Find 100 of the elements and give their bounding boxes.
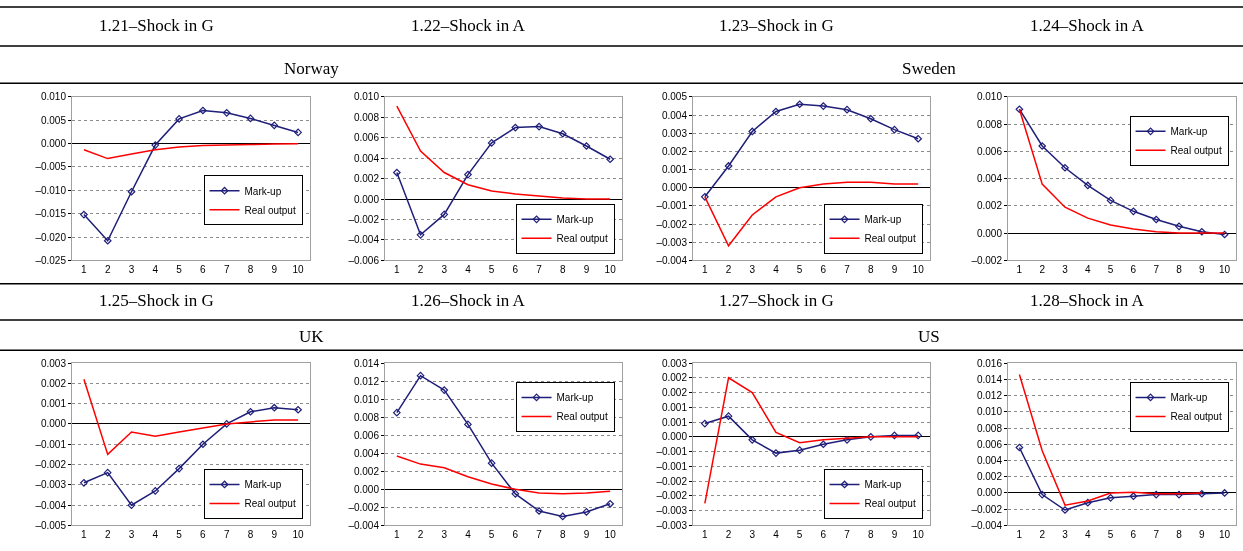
chart-title: 1.27–Shock in G [719, 291, 834, 310]
point [175, 115, 183, 123]
chart-subtitle: US [918, 327, 940, 346]
x-tick-label: 8 [867, 264, 874, 276]
legend-label: Mark-up [556, 214, 594, 226]
x-tick-label: 5 [796, 264, 803, 276]
y-tick-label: 0.002 [976, 471, 1003, 483]
point [558, 129, 567, 138]
y-tick-label: 0.014 [353, 357, 380, 369]
chart-title: 1.23–Shock in G [719, 16, 834, 35]
point [843, 105, 851, 114]
point [724, 162, 733, 170]
point [103, 468, 112, 477]
y-tick-label: –0.004 [348, 519, 380, 531]
x-tick-label: 1 [394, 529, 401, 541]
y-tick-label: 0.012 [353, 375, 380, 387]
point [1061, 506, 1069, 514]
point [866, 433, 875, 441]
x-tick-label: 10 [292, 264, 305, 276]
x-tick-label: 2 [1039, 529, 1046, 541]
point [222, 108, 231, 117]
legend-label: Real output [864, 233, 916, 245]
line-series [396, 105, 611, 200]
y-tick-label: 0.008 [976, 118, 1003, 130]
y-tick-label: 0.002 [976, 200, 1003, 212]
x-tick-label: 4 [773, 529, 780, 541]
point [606, 499, 614, 508]
x-tick-label: 1 [1016, 264, 1023, 276]
legend-label: Real output [1170, 411, 1222, 423]
x-tick-label: 1 [81, 264, 88, 276]
legend-label: Real output [1170, 145, 1222, 157]
x-tick-label: 4 [465, 264, 472, 276]
point [558, 512, 567, 521]
y-tick-label: 0.000 [976, 227, 1003, 239]
point [748, 435, 757, 444]
y-tick-label: –0.004 [348, 234, 380, 246]
point [175, 464, 183, 473]
y-tick-label: 0.008 [353, 111, 380, 123]
x-tick-label: 2 [1039, 264, 1046, 276]
point [535, 507, 543, 515]
point [80, 210, 88, 219]
point [748, 127, 757, 136]
chart-title: 1.28–Shock in A [1030, 291, 1145, 310]
x-tick-label: 9 [271, 529, 278, 541]
x-tick-label: 7 [1153, 529, 1160, 541]
point [1175, 490, 1183, 499]
y-tick-label: –0.002 [348, 501, 380, 513]
point [270, 121, 279, 130]
point [1015, 105, 1024, 114]
x-tick-label: 5 [176, 529, 183, 541]
point [440, 210, 449, 219]
y-tick-label: 0.006 [353, 132, 380, 144]
x-tick-label: 9 [1199, 529, 1206, 541]
y-tick-label: 0.006 [353, 429, 380, 441]
x-tick-label: 6 [820, 264, 827, 276]
y-tick-label: 0.004 [353, 447, 380, 459]
point [127, 187, 136, 196]
point [416, 230, 425, 239]
x-tick-label: 6 [820, 529, 827, 541]
y-tick-label: 0.003 [40, 357, 67, 369]
y-tick-label: –0.015 [35, 208, 67, 220]
x-tick-label: 2 [104, 529, 111, 541]
x-tick-label: 7 [536, 529, 543, 541]
x-tick-label: 3 [1062, 529, 1069, 541]
x-tick-label: 10 [912, 529, 925, 541]
point [1106, 493, 1115, 502]
y-tick-label: –0.002 [656, 218, 688, 230]
x-tick-label: 7 [223, 264, 230, 276]
point [199, 106, 207, 115]
x-tick-label: 4 [1085, 529, 1092, 541]
y-tick-label: 0.002 [40, 377, 67, 389]
point [151, 141, 160, 149]
y-tick-label: –0.004 [971, 519, 1003, 531]
y-tick-label: –0.002 [348, 213, 380, 225]
point [222, 420, 231, 428]
y-tick-label: 0.006 [976, 145, 1003, 157]
x-tick-label: 1 [394, 264, 401, 276]
point [103, 236, 112, 245]
point [440, 386, 449, 394]
point [80, 478, 88, 487]
x-tick-label: 3 [128, 264, 135, 276]
point [487, 459, 496, 468]
y-tick-label: –0.005 [35, 161, 67, 173]
y-tick-label: 0.010 [40, 91, 67, 103]
x-tick-label: 8 [247, 264, 254, 276]
x-tick-label: 8 [1176, 264, 1183, 276]
y-tick-label: 0.001 [661, 164, 688, 176]
x-tick-label: 9 [891, 529, 898, 541]
y-tick-label: 0.000 [353, 483, 380, 495]
legend-label: Real output [556, 233, 608, 245]
line-series [83, 142, 299, 160]
x-tick-label: 8 [867, 529, 874, 541]
y-tick-label: –0.004 [656, 254, 688, 266]
y-tick-label: 0.010 [353, 393, 380, 405]
y-tick-label: 0.000 [40, 418, 67, 430]
x-tick-label: 9 [583, 529, 590, 541]
legend-label: Mark-up [864, 214, 902, 226]
x-tick-label: 10 [604, 264, 617, 276]
x-tick-label: 3 [749, 529, 756, 541]
point [866, 114, 875, 123]
